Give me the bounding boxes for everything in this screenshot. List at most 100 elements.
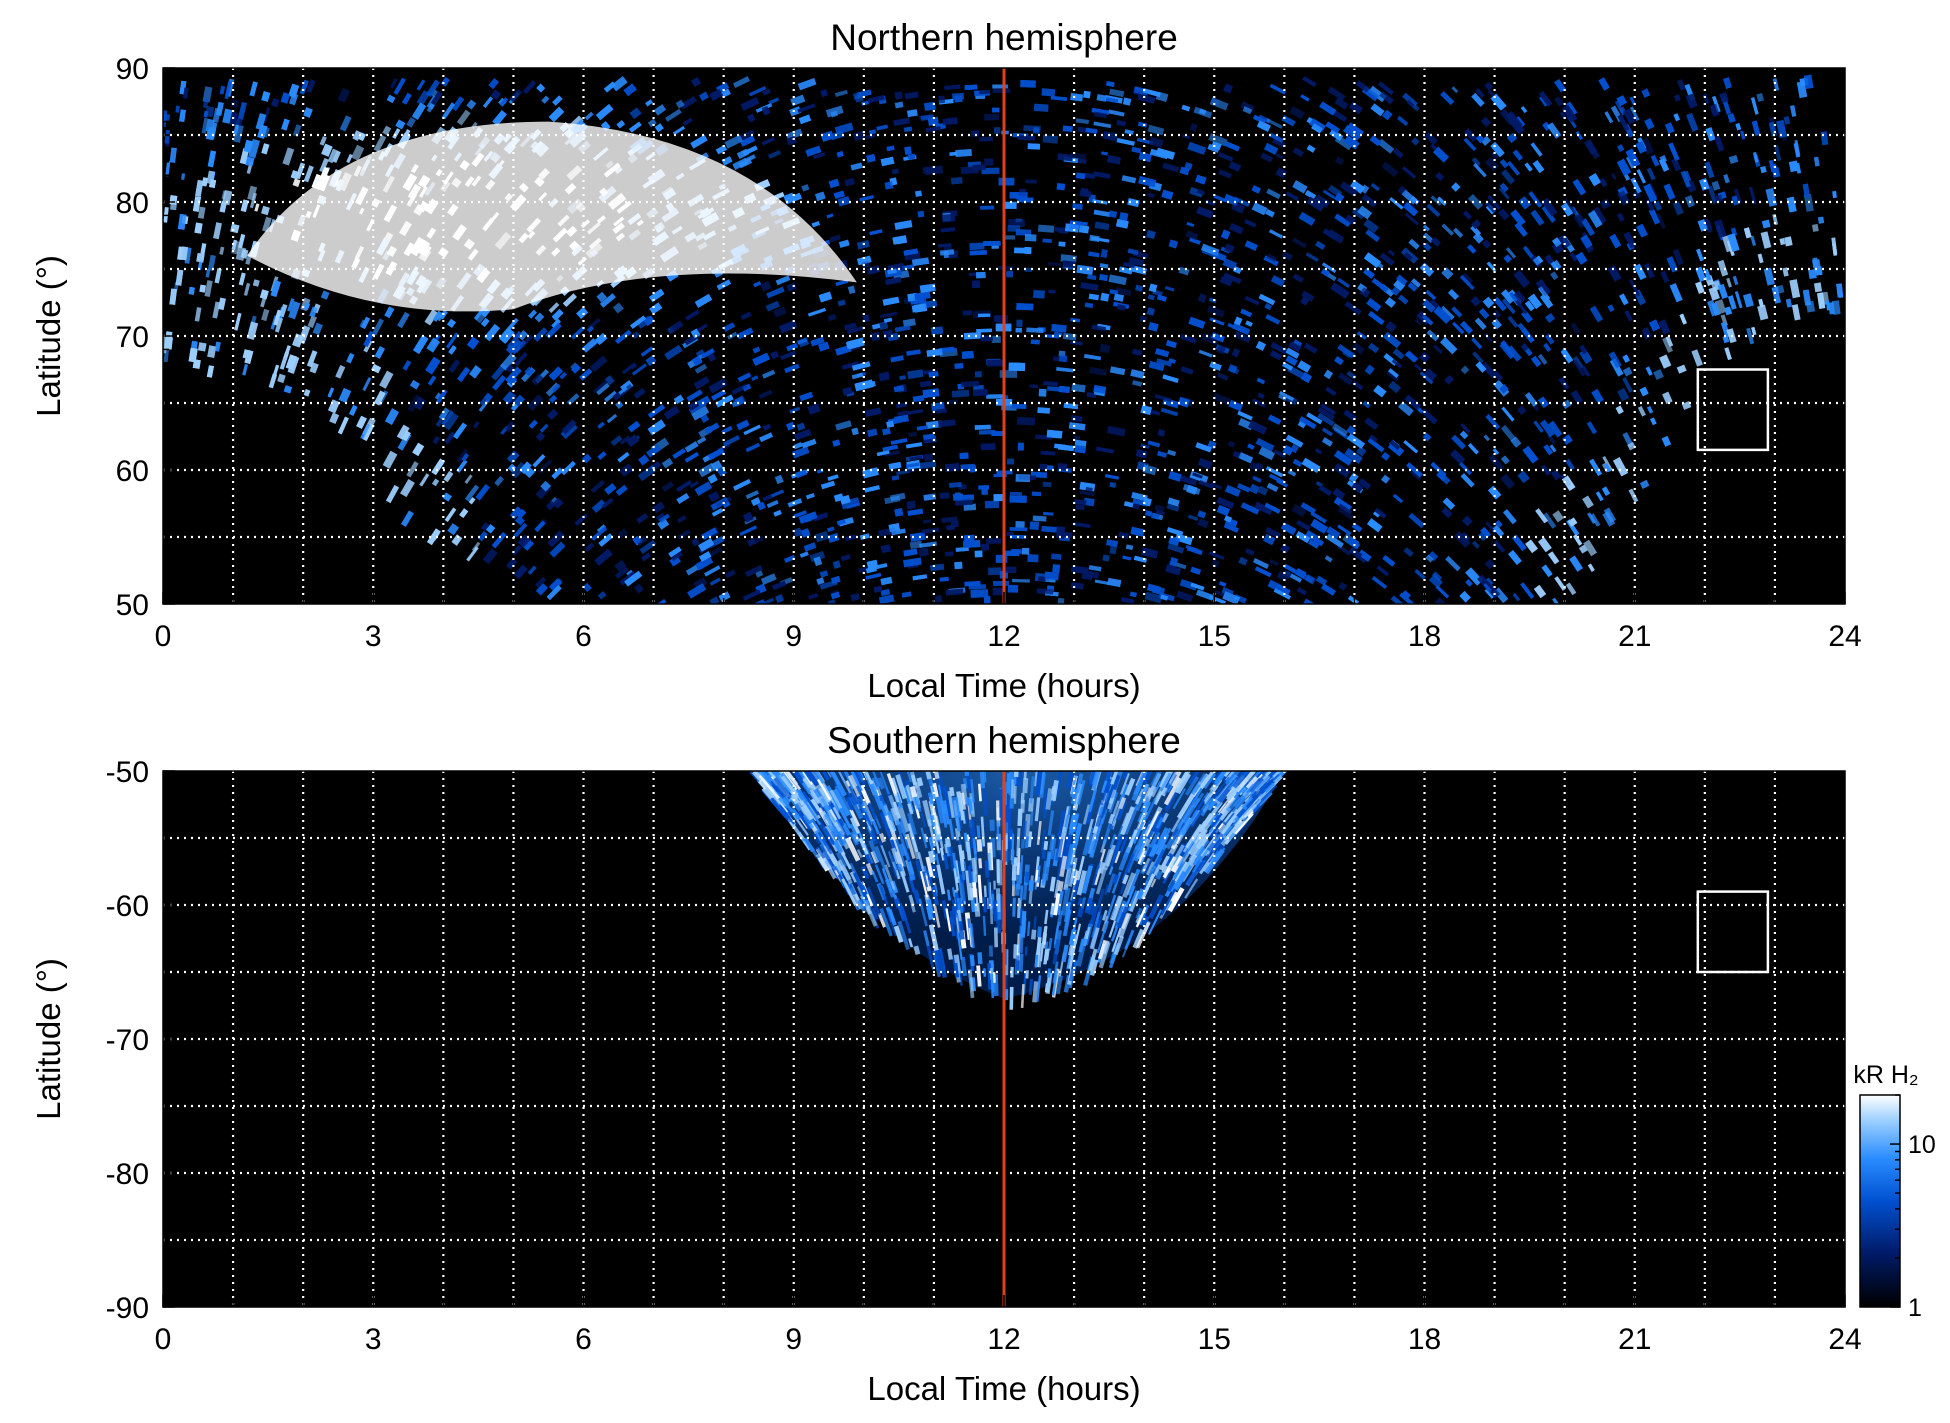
- north-emission-cell: [282, 147, 295, 166]
- north-emission-cell: [1484, 577, 1494, 587]
- north-emission-cell: [1384, 297, 1397, 309]
- north-emission-cell: [796, 422, 806, 431]
- north-emission-cell: [1746, 327, 1755, 345]
- north-emission-cell: [1643, 262, 1655, 279]
- north-emission-cell: [954, 95, 963, 103]
- north-emission-cell: [1451, 86, 1459, 94]
- north-emission-cell: [954, 362, 964, 370]
- north-emission-cell: [1295, 531, 1311, 544]
- north-emission-cell: [494, 475, 505, 487]
- north-emission-cell: [1051, 553, 1062, 560]
- north-emission-cell: [205, 268, 211, 278]
- north-emission-cell: [175, 105, 180, 113]
- north-emission-cell: [1109, 366, 1126, 376]
- north-emission-cell: [969, 242, 985, 251]
- north-emission-cell: [1078, 225, 1090, 234]
- north-emission-cell: [1404, 212, 1420, 226]
- north-emission-cell: [1572, 356, 1584, 370]
- north-emission-cell: [758, 389, 773, 399]
- north-emission-cell: [1411, 137, 1420, 146]
- north-emission-cell: [633, 583, 645, 594]
- north-emission-cell: [974, 424, 991, 430]
- north-emission-cell: [247, 185, 258, 201]
- north-emission-cell: [1015, 521, 1025, 528]
- north-emission-cell: [1102, 554, 1110, 562]
- north-emission-cell: [722, 435, 740, 447]
- north-emission-cell: [1419, 371, 1434, 385]
- north-emission-cell: [1206, 305, 1226, 318]
- north-emission-cell: [374, 346, 386, 359]
- north-emission-cell: [1750, 235, 1757, 247]
- north-emission-cell: [969, 465, 977, 473]
- north-emission-cell: [1118, 531, 1129, 540]
- north-emission-cell: [1265, 466, 1284, 478]
- north-emission-cell: [1265, 118, 1283, 129]
- north-emission-cell: [443, 470, 454, 483]
- north-emission-cell: [197, 206, 206, 219]
- north-emission-cell: [395, 119, 406, 130]
- north-emission-cell: [1783, 116, 1791, 125]
- north-emission-cell: [359, 319, 367, 328]
- north-emission-cell: [261, 308, 270, 322]
- north-emission-cell: [653, 104, 667, 116]
- north-emission-cell: [639, 539, 657, 554]
- north-emission: [163, 74, 1844, 604]
- north-emission-cell: [960, 166, 979, 175]
- north-emission-cell: [1561, 399, 1572, 410]
- north-emission-cell: [292, 124, 302, 137]
- north-emission-cell: [675, 99, 685, 109]
- north-emission-cell: [906, 500, 916, 510]
- north-emission-cell: [1425, 289, 1437, 301]
- north-emission-cell: [1428, 551, 1439, 562]
- north-emission-cell: [1473, 163, 1487, 178]
- north-emission-cell: [1186, 221, 1195, 228]
- north-emission-cell: [196, 253, 205, 263]
- north-emission-cell: [1058, 241, 1066, 247]
- north-emission-cell: [980, 205, 995, 210]
- north-emission-cell: [906, 109, 918, 118]
- north-emission-cell: [894, 508, 904, 517]
- north-emission-cell: [984, 113, 1000, 121]
- north-emission-cell: [1011, 548, 1022, 554]
- north-emission-cell: [1048, 289, 1056, 294]
- north-emission-cell: [197, 342, 207, 352]
- north-emission-cell: [1552, 510, 1564, 523]
- north-emission-cell: [1602, 511, 1616, 527]
- north-emission-cell: [847, 285, 856, 295]
- north-emission-cell: [988, 567, 1002, 576]
- north-emission-cell: [1011, 403, 1027, 409]
- north-emission-cell: [1089, 366, 1107, 376]
- north-emission-cell: [944, 551, 954, 557]
- north-emission-cell: [1121, 175, 1137, 184]
- north-emission-cell: [1032, 515, 1047, 522]
- north-emission-cell: [248, 138, 260, 159]
- north-emission-cell: [447, 523, 460, 536]
- north-emission-cell: [992, 88, 1011, 93]
- north-emission-cell: [1757, 253, 1764, 264]
- north-emission-cell: [1021, 547, 1030, 555]
- north-emission-cell: [413, 335, 429, 354]
- north-emission-cell: [1015, 474, 1031, 483]
- north-emission-cell: [828, 178, 840, 189]
- north-emission-cell: [827, 313, 837, 322]
- north-x-tick-labels: 0 3 6 9 12 15 18 21 24: [155, 620, 1862, 653]
- north-emission-cell: [1726, 277, 1733, 288]
- north-emission-cell: [864, 133, 876, 140]
- north-emission-cell: [664, 344, 683, 361]
- south-emission-cell: [1022, 777, 1029, 794]
- north-emission-cell: [596, 291, 607, 303]
- north-emission-cell: [1512, 592, 1521, 602]
- north-emission-cell: [1547, 433, 1557, 445]
- north-emission-cell: [1047, 262, 1062, 267]
- north-emission-cell: [1381, 452, 1391, 461]
- north-emission-cell: [1164, 286, 1175, 292]
- north-emission-cell: [1291, 503, 1307, 518]
- north-emission-cell: [825, 105, 844, 118]
- north-emission-cell: [1530, 142, 1543, 157]
- north-emission-cell: [1037, 407, 1051, 414]
- north-emission-cell: [1318, 485, 1332, 496]
- north-emission-cell: [979, 89, 990, 94]
- north-emission-cell: [1208, 133, 1228, 147]
- north-emission-cell: [249, 192, 257, 209]
